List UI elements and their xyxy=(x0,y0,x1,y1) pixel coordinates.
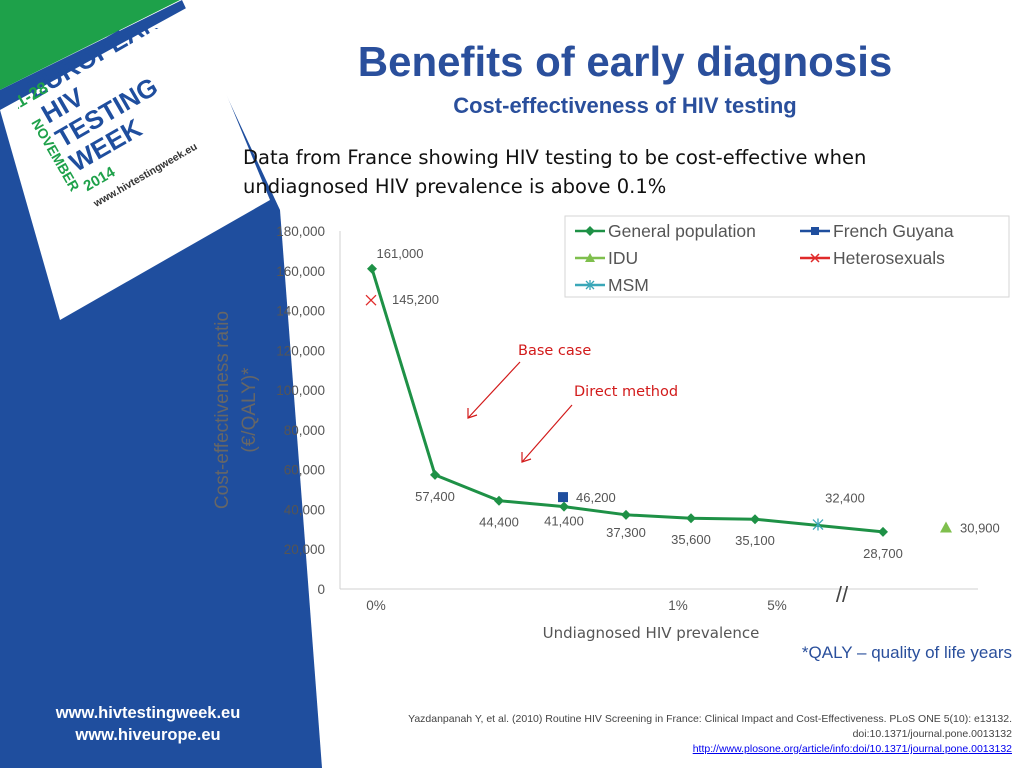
axis-break-mark: // xyxy=(836,582,849,607)
y-tick-label: 40,000 xyxy=(284,502,325,517)
annotation-base-case-arrow xyxy=(467,361,521,419)
annotation-direct-method-arrow xyxy=(521,404,573,463)
annotation-base-case-arrowhead xyxy=(467,408,478,419)
data-point-general-population xyxy=(559,501,569,512)
citation: Yazdanpanah Y, et al. (2010) Routine HIV… xyxy=(408,712,1012,757)
x-axis-label: Undiagnosed HIV prevalence xyxy=(543,624,760,642)
data-label-general-population: 57,400 xyxy=(415,489,455,504)
y-tick-label: 0 xyxy=(317,582,325,597)
x-tick-label: 0% xyxy=(366,598,386,613)
slide-subtitle: Cost-effectiveness of HIV testing xyxy=(453,93,797,118)
data-point-general-population xyxy=(621,509,631,520)
site-links: www.hivtestingweek.eu www.hiveurope.eu xyxy=(20,702,276,746)
legend-marker-french-guyana xyxy=(811,227,819,235)
data-point-french-guyana xyxy=(558,492,568,503)
data-label-general-population: 44,400 xyxy=(479,515,519,530)
annotation-direct-method-arrowhead xyxy=(521,452,532,463)
logo-backdrop xyxy=(0,6,270,320)
data-label-heterosexuals: 145,200 xyxy=(392,292,439,307)
data-label-general-population: 161,000 xyxy=(377,246,424,261)
y-tick-label: 60,000 xyxy=(284,463,325,478)
site-link-hiveurope[interactable]: www.hiveurope.eu xyxy=(75,726,221,744)
data-label-general-population: 41,400 xyxy=(544,514,584,529)
citation-doi: doi:10.1371/journal.pone.0013132 xyxy=(852,728,1012,740)
series-line-general-population xyxy=(370,268,884,534)
y-axis-label-line-2: (€/QALY)* xyxy=(239,367,260,453)
data-label-general-population: 35,600 xyxy=(671,532,711,547)
y-tick-label: 80,000 xyxy=(284,423,325,438)
legend-label-general-population: General population xyxy=(608,221,756,241)
y-tick-label: 180,000 xyxy=(276,224,325,239)
lead-text: Data from France showing HIV testing to … xyxy=(243,143,943,201)
y-tick-label: 20,000 xyxy=(284,542,325,557)
data-point-heterosexuals xyxy=(365,294,377,306)
legend-label-msm: MSM xyxy=(608,275,649,295)
data-point-general-population xyxy=(494,495,504,506)
legend-marker-general-population xyxy=(585,226,595,236)
legend-label-idu: IDU xyxy=(608,248,638,268)
data-point-general-population xyxy=(367,263,377,274)
data-label-general-population: 35,100 xyxy=(735,533,775,548)
lead-line-2: undiagnosed HIV prevalence is above 0.1% xyxy=(243,175,667,198)
data-point-general-population xyxy=(430,469,440,480)
y-axis-label-line-1: Cost-effectiveness ratio xyxy=(212,311,233,509)
data-point-msm xyxy=(812,518,824,531)
data-label-french-guyana: 46,200 xyxy=(576,490,616,505)
data-label-general-population: 28,700 xyxy=(863,546,903,561)
green-corner xyxy=(0,0,180,90)
data-point-general-population xyxy=(686,513,696,524)
annotation-base-case: Base case xyxy=(518,343,591,359)
citation-reference: Yazdanpanah Y, et al. (2010) Routine HIV… xyxy=(408,713,1012,725)
data-point-general-population xyxy=(878,526,888,537)
qaly-footnote: *QALY – quality of life years xyxy=(801,643,1012,662)
y-tick-label: 100,000 xyxy=(276,383,325,398)
legend-marker-msm xyxy=(585,280,595,290)
data-label-idu: 30,900 xyxy=(960,521,1000,536)
data-label-msm: 32,400 xyxy=(825,491,865,506)
data-point-idu xyxy=(940,521,952,533)
y-tick-label: 120,000 xyxy=(276,343,325,358)
legend-label-french-guyana: French Guyana xyxy=(833,221,954,241)
legend-marker-idu xyxy=(585,253,595,262)
y-tick-label: 160,000 xyxy=(276,264,325,279)
legend-marker-heterosexuals xyxy=(810,253,820,263)
y-tick-label: 140,000 xyxy=(276,304,325,319)
data-label-general-population: 37,300 xyxy=(606,525,646,540)
x-tick-label: 1% xyxy=(668,598,688,613)
site-link-hivtestingweek[interactable]: www.hivtestingweek.eu xyxy=(55,704,241,722)
slide-title: Benefits of early diagnosis xyxy=(357,38,893,85)
x-tick-label: 5% xyxy=(767,598,787,613)
chart-legend xyxy=(564,215,1010,298)
legend-label-heterosexuals: Heterosexuals xyxy=(833,248,945,268)
data-point-general-population xyxy=(750,514,760,525)
annotation-direct-method: Direct method xyxy=(574,384,678,400)
lead-line-1: Data from France showing HIV testing to … xyxy=(243,146,867,169)
citation-link[interactable]: http://www.plosone.org/article/info:doi/… xyxy=(692,743,1012,755)
event-logo: EUROPEAN HIV TESTING WEEK 21-28 NOVEMBER… xyxy=(18,28,199,210)
